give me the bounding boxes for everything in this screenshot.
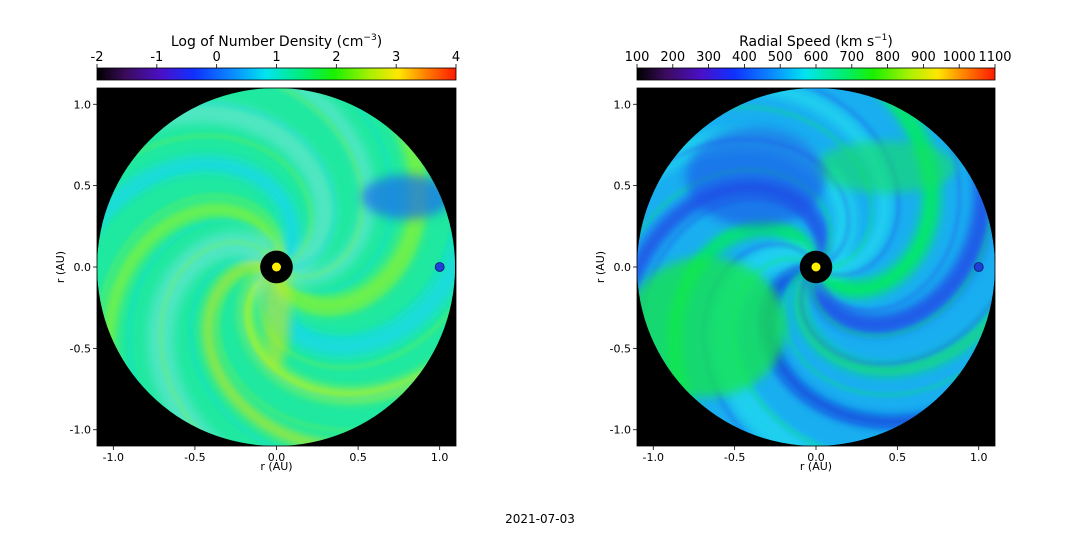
y-tick-label: -0.5	[610, 342, 631, 355]
colorbar-tick-label: -1	[150, 50, 163, 65]
colorbar-tick-label: 700	[839, 50, 864, 65]
colorbar-tick-label: 1	[272, 50, 280, 65]
colorbar-tick-label: 900	[911, 50, 936, 65]
colorbar-tick-label: 1000	[943, 50, 976, 65]
colorbar-tick-label: 100	[625, 50, 650, 65]
sun-marker	[272, 262, 281, 272]
colorbar	[636, 67, 996, 81]
colorbar	[96, 67, 457, 81]
density-panel: -2 -1 0 1 2 3 4 Log of Number Density (cm−3) -1.…	[54, 33, 460, 473]
x-tick-label: 1.0	[970, 451, 988, 464]
x-tick-label: -1.0	[643, 451, 664, 464]
figure-date: 2021-07-03	[505, 512, 575, 526]
colorbar-tick-label: 3	[392, 50, 400, 65]
y-axis-label: r (AU)	[54, 251, 67, 283]
x-tick-label: -0.5	[724, 451, 745, 464]
y-tick-label: 0.0	[74, 261, 92, 274]
x-tick-label: 0.0	[807, 451, 825, 464]
x-tick-label: 1.0	[431, 451, 449, 464]
colorbar-tick-label: 400	[732, 50, 757, 65]
x-axis-label: r (AU)	[800, 460, 832, 473]
colorbar-tick-label: 1100	[978, 50, 1011, 65]
earth-marker	[973, 262, 984, 272]
colorbar-tick-label: -2	[91, 50, 104, 65]
y-tick-label: 0.0	[614, 261, 632, 274]
earth-marker	[434, 262, 445, 272]
colorbar-tick-label: 4	[452, 50, 460, 65]
x-tick-label: 0.5	[889, 451, 907, 464]
y-tick-label: -1.0	[70, 424, 91, 437]
colorbar-tick-label: 500	[768, 50, 793, 65]
x-tick-label: 0.0	[268, 451, 286, 464]
y-tick-label: 0.5	[74, 180, 92, 193]
colorbar-tick-label: 600	[804, 50, 829, 65]
sun-marker	[811, 262, 821, 272]
x-tick-label: -0.5	[184, 451, 205, 464]
y-tick-label: 0.5	[614, 180, 632, 193]
y-tick-label: 1.0	[74, 98, 92, 111]
chart-title: Radial Speed (km s−1)	[739, 33, 893, 50]
y-tick-label: -1.0	[610, 424, 631, 437]
colorbar-tick-label: 800	[875, 50, 900, 65]
y-axis-label: r (AU)	[594, 251, 607, 283]
x-axis-label: r (AU)	[260, 460, 292, 473]
x-tick-label: 0.5	[349, 451, 367, 464]
colorbar-tick-label: 200	[660, 50, 685, 65]
x-tick-label: -1.0	[103, 451, 124, 464]
y-tick-label: -0.5	[70, 342, 91, 355]
y-tick-label: 1.0	[614, 98, 632, 111]
speed-panel: 100 200 300 400 500 600 700 800 900 1000 1100 Radia…	[594, 33, 1012, 473]
colorbar-tick-label: 2	[332, 50, 340, 65]
colorbar-tick-label: 300	[696, 50, 721, 65]
colorbar-tick-label: 0	[213, 50, 221, 65]
chart-title: Log of Number Density (cm−3)	[171, 33, 382, 50]
